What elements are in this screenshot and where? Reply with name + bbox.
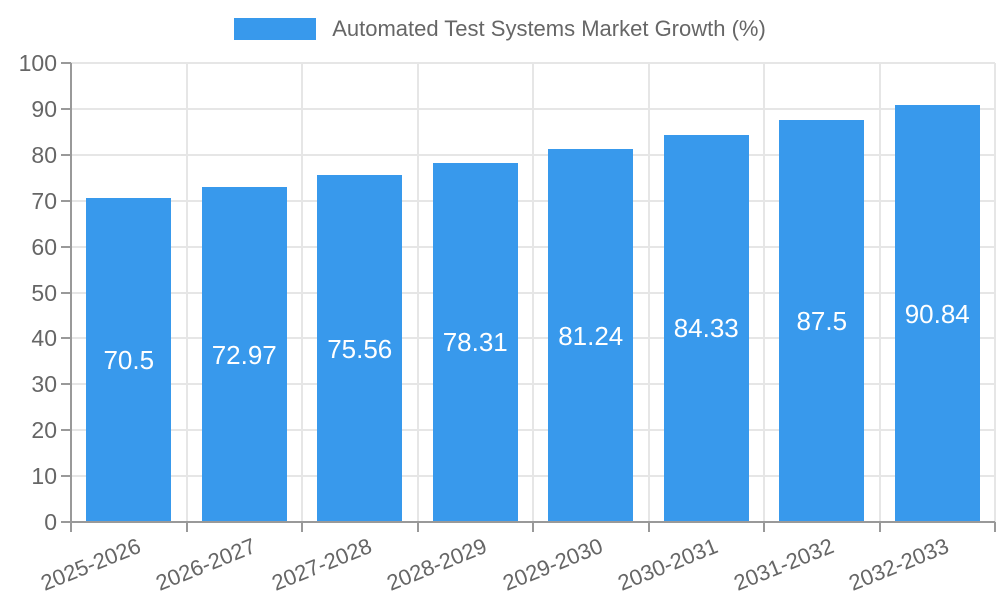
bar-value-label: 84.33 (673, 313, 739, 344)
y-axis-tick-label: 70 (31, 187, 57, 214)
bar (779, 120, 865, 522)
x-axis-tick-label: 2026-2027 (152, 533, 260, 596)
y-axis-tick-label: 80 (31, 141, 57, 168)
bar (201, 187, 287, 522)
bar (663, 134, 749, 522)
bar (894, 105, 980, 522)
legend-swatch (234, 18, 317, 40)
x-tick-mark (647, 522, 650, 532)
legend-label: Automated Test Systems Market Growth (%) (332, 16, 766, 41)
y-axis-tick-label: 30 (31, 371, 57, 398)
bar-value-label: 87.5 (796, 306, 848, 337)
y-axis-tick-label: 10 (31, 463, 57, 490)
y-axis-tick-label: 90 (31, 95, 57, 122)
y-tick-mark (61, 153, 71, 156)
x-gridline (301, 63, 303, 522)
x-tick-mark (994, 522, 996, 532)
y-tick-mark (61, 199, 71, 202)
y-axis-tick-label: 0 (44, 509, 57, 535)
y-tick-mark (61, 383, 71, 386)
x-gridline (185, 63, 188, 522)
y-tick-mark (61, 107, 71, 110)
x-gridline (416, 63, 419, 522)
x-axis-tick-label: 2031-2032 (729, 533, 837, 596)
bar-value-label: 72.97 (211, 339, 277, 370)
y-axis-tick-label: 50 (31, 279, 57, 306)
x-gridline (647, 63, 650, 522)
y-tick-mark (61, 475, 71, 478)
bar-value-label: 90.84 (904, 298, 970, 329)
bar-value-label: 78.31 (442, 327, 508, 358)
y-axis-tick-label: 60 (31, 233, 57, 260)
y-axis-line (70, 63, 72, 532)
x-tick-mark (301, 522, 303, 532)
x-gridline (532, 63, 534, 522)
y-tick-mark (61, 337, 71, 340)
bar-value-label: 70.5 (103, 345, 155, 376)
bar (548, 149, 634, 522)
x-axis-line (61, 521, 995, 523)
x-gridline (994, 63, 996, 522)
x-tick-mark (416, 522, 419, 532)
x-tick-mark (532, 522, 534, 532)
y-tick-mark (61, 62, 71, 64)
y-tick-mark (61, 291, 71, 294)
x-tick-mark (763, 522, 765, 532)
x-gridline (878, 63, 881, 522)
y-axis-tick-label: 40 (31, 325, 57, 352)
x-axis-tick-label: 2030-2031 (614, 533, 722, 596)
bar (432, 162, 518, 522)
y-axis-tick-label: 100 (18, 50, 57, 76)
x-tick-mark (185, 522, 188, 532)
y-axis-tick-label: 20 (31, 417, 57, 444)
chart-legend: Automated Test Systems Market Growth (%) (0, 16, 1000, 42)
bar-value-label: 81.24 (558, 320, 624, 351)
x-axis-tick-label: 2025-2026 (36, 533, 144, 596)
x-axis-tick-label: 2032-2033 (845, 533, 953, 596)
x-axis-tick-label: 2027-2028 (267, 533, 375, 596)
bar-value-label: 75.56 (327, 333, 393, 364)
x-tick-mark (878, 522, 881, 532)
bar (317, 175, 403, 522)
x-axis-tick-label: 2029-2030 (498, 533, 606, 596)
bar (86, 198, 172, 522)
y-tick-mark (61, 429, 71, 432)
x-axis-tick-label: 2028-2029 (383, 533, 491, 596)
y-tick-mark (61, 245, 71, 248)
x-gridline (763, 63, 765, 522)
